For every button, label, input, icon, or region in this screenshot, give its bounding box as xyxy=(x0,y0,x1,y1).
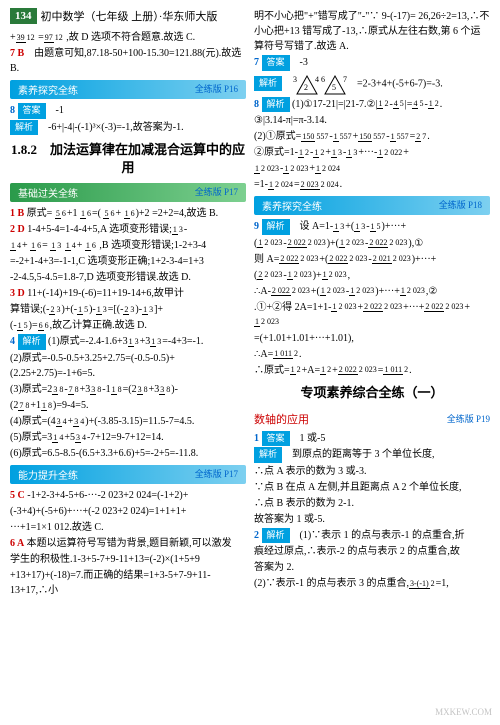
text-line: (4)原式=(434+34)+(-3.85-3.15)=11.5-7=4.5. xyxy=(10,414,246,429)
explain-line: 8 解析 (1)①17-21|=|21-7.②|12-45|=45-12. xyxy=(254,97,490,113)
text-line: 痕经过原点,∴表示-2 的点与表示 2 的点重合,故 xyxy=(254,544,490,559)
triangle-diagram-icon: 23 4 56 7 xyxy=(285,72,355,96)
text-line: 5 C -1+2-3+4-5+6-···-2 023+2 024=(-1+2)+ xyxy=(10,488,246,503)
text-line: =(+1.01+1.01+···+1.01), xyxy=(254,331,490,346)
text-line: (5)原式=314+534-7+12=9-7+12=14. xyxy=(10,430,246,445)
text-line: (22 023-12 023)+12 023, xyxy=(254,268,490,283)
section-title: 专项素养综合全练（一） xyxy=(254,384,490,402)
explain-line: 4 解析 (1)原式=-2.4-1.6+313+313=-4+3=-1. xyxy=(10,334,246,350)
text-line: 14+ 16= 13 14+ 16 ,B 选项变形错误;1-2+3-4 xyxy=(10,238,246,253)
text-line: +3912 =9712 ,故 D 选项不符合题意.故选 C. xyxy=(10,30,246,45)
text-line: (2)∵表示-1 的点与表示 3 的点重合,3-(-1)2=1, xyxy=(254,576,490,591)
text-line: 则 A=2 0222 023+(2 0222 023-2 0212 023)+·… xyxy=(254,252,490,267)
text-line: ∴点 B 表示的数为 2-1. xyxy=(254,496,490,511)
svg-text:5: 5 xyxy=(332,83,336,92)
text-line: ∴A=1 0112. xyxy=(254,347,490,362)
text-line: 答案为 2. xyxy=(254,560,490,575)
text-line: (6)原式=6.5-8.5-(6.5+3.3+6.6)+5=-2+5=-11.8… xyxy=(10,446,246,461)
text-line: ∴A-2 0222 023+(12 023-12 023)+···+12 023… xyxy=(254,284,490,299)
text-line: 7 B 由题意可知,87.18-50+100-15.30=121.88(元).故… xyxy=(10,46,246,76)
text-line: ∴原式=12+A=12+2 0222 023=1 0112. xyxy=(254,363,490,378)
page-ref: 全练版 P19 xyxy=(447,412,490,425)
section-bar: 基础过关全练全练版 P17 xyxy=(10,183,246,202)
answer-line: 1 答案 1 或-5 xyxy=(254,431,490,447)
text-line: =-2+1-4+3=-1-1,C 选项变形正确;1+2-3-4=1+3 xyxy=(10,254,246,269)
explain-line: 解析 到原点的距离等于 3 个单位长度, xyxy=(254,447,490,463)
text-line: -2-4.5,5-4.5=1.8-7,D 选项变形错误.故选 D. xyxy=(10,270,246,285)
section-bar: 素养探究全练全练版 P18 xyxy=(254,196,490,215)
text-line: ∵点 B 在点 A 左侧,并且距离点 A 2 个单位长度, xyxy=(254,480,490,495)
book-title: 初中数学（七年级 上册）·华东师大版 xyxy=(41,8,218,24)
text-line: 3 D 11+(-14)+19-(-6)=11+19-14+6,故甲计 xyxy=(10,286,246,301)
text-line: 故答案为 1 或-5. xyxy=(254,512,490,527)
watermark: MXKEW.COM xyxy=(435,707,492,717)
text-line: ②原式=1-12-12+13-13+···-12 022+ xyxy=(254,145,490,160)
explain-line: 解析 -6+|-4|-(-1)³×(-3)=-1,故答案为-1. xyxy=(10,120,246,136)
text-line: (2)原式=-0.5-0.5+3.25+2.75=(-0.5-0.5)+(2.2… xyxy=(10,351,246,381)
text-line: (12 023-2 0222 023)+(12 023-2 0222 023),… xyxy=(254,236,490,251)
explain-line: 解析 234 567 =2-3+4+(-5+6-7)=-3. xyxy=(254,72,490,96)
text-line: (-15)=66,故乙计算正确.故选 D. xyxy=(10,318,246,333)
text-line: 6 A 本题以运算符号写错为背景,题目新颖,可以激发 xyxy=(10,536,246,551)
svg-text:6: 6 xyxy=(321,75,325,84)
text-line: 2 D 1-4+5-4=1-4-4+5,A 选项变形错误;13- xyxy=(10,222,246,237)
section-title: 1.8.2 加法运算律在加减混合运算中的应用 xyxy=(10,141,246,177)
section-bar: 素养探究全练全练版 P16 xyxy=(10,80,246,99)
text-line: (3)原式=238-78+338-118=(238+338)- xyxy=(10,382,246,397)
svg-text:4: 4 xyxy=(315,75,319,84)
page-number: 134 xyxy=(10,8,37,24)
text-line: 算错误;(-23)+(-15)-13=[(-23)-13]+ xyxy=(10,302,246,317)
explain-line: 2 解析 (1)∵表示 1 的点与表示-1 的点重合,折 xyxy=(254,528,490,544)
text-line: (2)①原式=150557-1557+150557-1557=27. xyxy=(254,129,490,144)
text-line: 明不小心把"+"错写成了"-"∵ 9-(-17)= 26,26÷2=13,∴不小… xyxy=(254,9,490,54)
answer-line: 7 答案 -3 xyxy=(254,55,490,71)
text-line: ③|3.14-π|=π-3.14. xyxy=(254,113,490,128)
text-line: (-3+4)+(-5+6)+···+(-2 023+2 024)=1+1+1+ xyxy=(10,504,246,519)
text-line: 学生的积极性.1-3+5-7+9-11+13=(-2)×(1+5+9 xyxy=(10,552,246,567)
text-line: =1-12 024=2 0232 024. xyxy=(254,177,490,192)
text-line: (278+118)=9-4=5. xyxy=(10,398,246,413)
svg-text:3: 3 xyxy=(293,75,297,84)
text-line: 1 B 原式= 56+1 16=( 56+ 16)+2 =2+2=4,故选 B. xyxy=(10,206,246,221)
answer-line: 8 答案 -1 xyxy=(10,103,246,119)
text-line: +13+17)+(-18)=7.而正确的结果=1+3-5+7-9+11-13+1… xyxy=(10,568,246,598)
text-line: ∴点 A 表示的数为 3 或-3. xyxy=(254,464,490,479)
explain-line: 9 解析 设 A=1-13+(13-15)+···+ xyxy=(254,219,490,235)
svg-text:2: 2 xyxy=(304,83,308,92)
text-line: ···+1=1×1 012.故选 C. xyxy=(10,520,246,535)
svg-text:7: 7 xyxy=(343,75,347,84)
text-line: 12 023-12 023+12 024 xyxy=(254,161,490,176)
text-line: .①+②得 2A=1+1-12 023+2 0222 023+···+2 022… xyxy=(254,300,490,330)
section-bar: 能力提升全练全练版 P17 xyxy=(10,465,246,484)
subtitle: 数轴的应用 xyxy=(254,411,309,427)
